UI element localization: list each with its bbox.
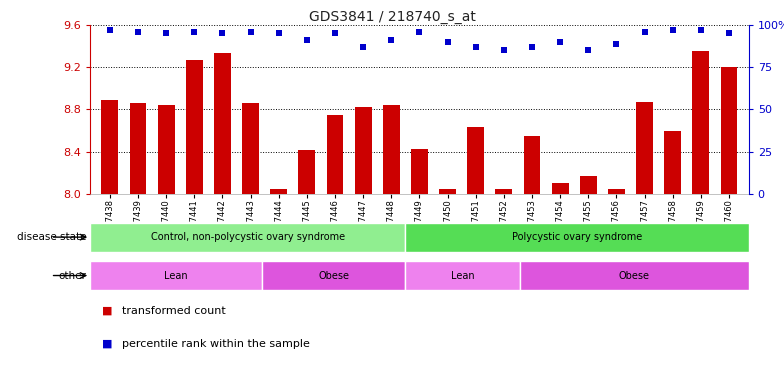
Bar [552, 184, 568, 384]
Bar [270, 189, 287, 384]
Bar [664, 131, 681, 384]
Bar [580, 176, 597, 384]
Point [357, 44, 369, 50]
Point [385, 37, 397, 43]
Bar [90, 261, 262, 290]
Text: ■: ■ [102, 306, 112, 316]
Text: other: other [58, 270, 86, 281]
Bar [520, 261, 749, 290]
Point [470, 44, 482, 50]
Text: ■: ■ [102, 339, 112, 349]
Point [413, 29, 426, 35]
Bar [405, 223, 749, 252]
Point [245, 29, 257, 35]
Point [638, 29, 651, 35]
Bar [383, 105, 400, 384]
Bar [262, 261, 405, 290]
Bar [467, 127, 485, 384]
Bar [327, 115, 343, 384]
Point [554, 39, 566, 45]
Point [132, 29, 144, 35]
Bar [405, 261, 520, 290]
Bar [720, 67, 738, 384]
Text: disease state: disease state [16, 232, 86, 242]
Bar [636, 102, 653, 384]
Text: Polycystic ovary syndrome: Polycystic ovary syndrome [512, 232, 642, 242]
Point [582, 47, 594, 53]
Bar [411, 149, 428, 384]
Text: transformed count: transformed count [122, 306, 225, 316]
Bar [608, 189, 625, 384]
Bar [692, 51, 710, 384]
Bar [101, 100, 118, 384]
Text: GDS3841 / 218740_s_at: GDS3841 / 218740_s_at [309, 10, 475, 23]
Point [160, 30, 172, 36]
Bar [158, 105, 175, 384]
Point [610, 40, 622, 46]
Text: Obese: Obese [619, 270, 650, 281]
Bar [439, 189, 456, 384]
Bar [214, 53, 230, 384]
Text: Obese: Obese [318, 270, 349, 281]
Point [526, 44, 539, 50]
Point [216, 30, 229, 36]
Bar [90, 223, 405, 252]
Point [188, 29, 201, 35]
Bar [186, 60, 203, 384]
Point [273, 30, 285, 36]
Point [695, 27, 707, 33]
Point [328, 30, 341, 36]
Point [300, 37, 313, 43]
Text: Lean: Lean [164, 270, 188, 281]
Text: percentile rank within the sample: percentile rank within the sample [122, 339, 310, 349]
Bar [299, 149, 315, 384]
Point [103, 27, 116, 33]
Point [723, 30, 735, 36]
Point [441, 39, 454, 45]
Point [498, 47, 510, 53]
Bar [524, 136, 540, 384]
Point [666, 27, 679, 33]
Bar [129, 103, 147, 384]
Bar [242, 103, 259, 384]
Text: Control, non-polycystic ovary syndrome: Control, non-polycystic ovary syndrome [151, 232, 345, 242]
Bar [495, 189, 512, 384]
Text: Lean: Lean [451, 270, 474, 281]
Bar [354, 107, 372, 384]
